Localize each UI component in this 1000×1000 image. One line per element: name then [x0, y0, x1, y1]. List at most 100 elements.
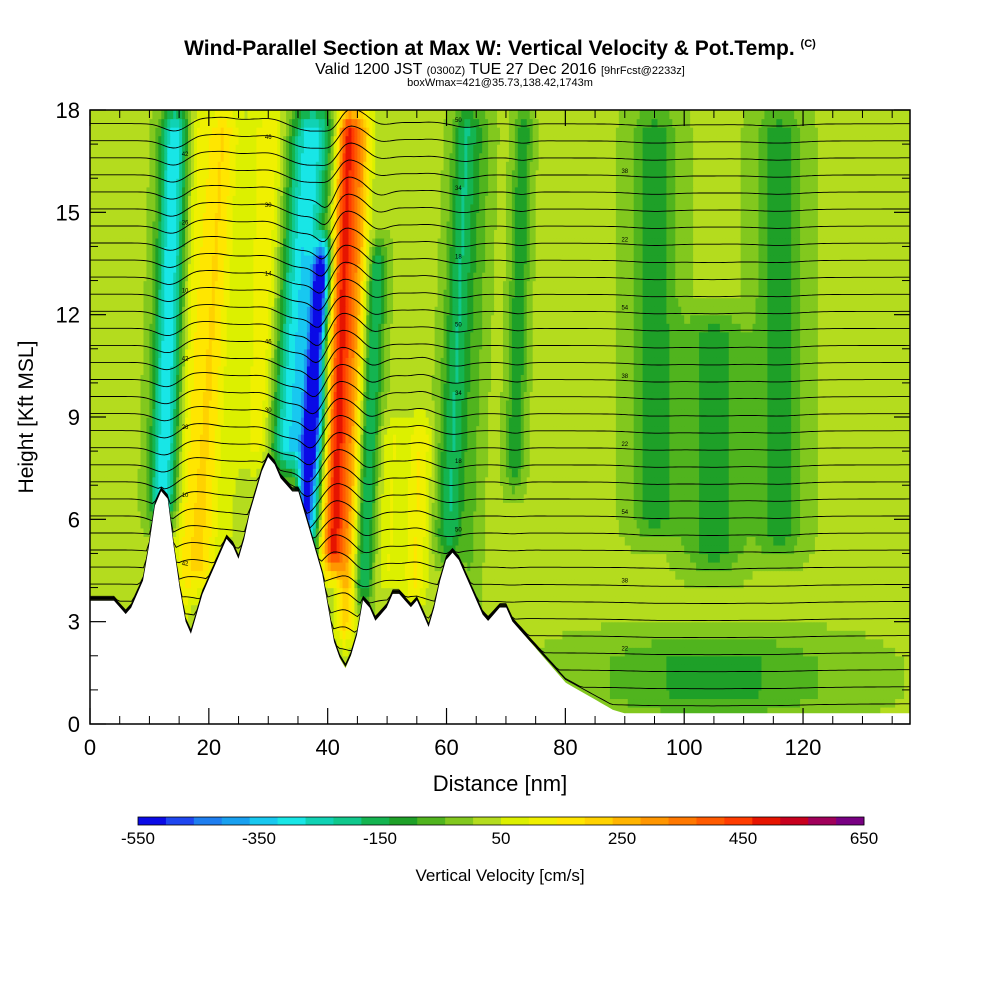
velocity-cell — [820, 638, 825, 648]
velocity-cell — [800, 655, 804, 665]
velocity-cell — [808, 579, 813, 589]
velocity-cell — [699, 613, 703, 623]
velocity-cell — [779, 596, 783, 606]
velocity-cell — [586, 672, 590, 682]
velocity-cell — [642, 587, 647, 597]
velocity-cell — [589, 689, 593, 700]
velocity-cell — [892, 698, 896, 708]
velocity-cell — [770, 706, 774, 717]
velocity-cell — [488, 570, 492, 580]
velocity-cell — [886, 647, 890, 657]
velocity-cell — [672, 689, 676, 700]
velocity-cell — [880, 681, 884, 691]
velocity-cell — [476, 579, 480, 589]
velocity-cell — [746, 647, 751, 657]
velocity-cell — [773, 570, 777, 580]
velocity-cell — [826, 613, 831, 623]
velocity-cell — [125, 570, 130, 580]
velocity-cell — [601, 698, 605, 708]
velocity-cell — [690, 689, 694, 700]
velocity-cell — [348, 613, 353, 623]
velocity-cell — [841, 647, 846, 657]
velocity-cell — [699, 638, 703, 648]
velocity-cell — [832, 655, 837, 665]
velocity-cell — [398, 579, 403, 589]
velocity-cell — [541, 587, 546, 597]
velocity-cell — [696, 621, 700, 631]
velocity-cell — [657, 664, 662, 674]
velocity-cell — [904, 587, 908, 597]
velocity-cell — [550, 579, 555, 589]
velocity-cell — [844, 689, 849, 700]
velocity-cell — [820, 664, 825, 674]
velocity-cell — [547, 621, 552, 631]
velocity-cell — [702, 638, 706, 648]
velocity-cell — [678, 579, 682, 589]
velocity-cell — [351, 621, 356, 631]
velocity-cell — [788, 698, 792, 708]
velocity-cell — [803, 681, 807, 691]
velocity-cell — [369, 596, 373, 606]
velocity-cell — [871, 664, 875, 674]
velocity-cell — [633, 689, 638, 700]
velocity-cell — [633, 706, 638, 717]
velocity-cell — [874, 647, 878, 657]
velocity-cell — [589, 570, 593, 580]
velocity-cell — [684, 638, 688, 648]
velocity-cell — [856, 664, 861, 674]
velocity-cell — [862, 570, 867, 580]
velocity-cell — [767, 621, 771, 631]
velocity-cell — [797, 621, 801, 631]
velocity-cell — [850, 706, 855, 717]
velocity-cell — [672, 655, 676, 665]
velocity-cell — [859, 664, 864, 674]
velocity-cell — [193, 604, 198, 614]
velocity-cell — [375, 570, 379, 580]
velocity-cell — [690, 638, 694, 648]
velocity-cell — [648, 596, 653, 606]
velocity-cell — [663, 664, 667, 674]
velocity-cell — [508, 579, 513, 589]
velocity-cell — [773, 579, 777, 589]
velocity-cell — [719, 596, 724, 606]
velocity-cell — [746, 579, 751, 589]
velocity-cell — [871, 706, 875, 717]
velocity-cell — [820, 647, 825, 657]
velocity-cell — [868, 706, 872, 717]
velocity-cell — [820, 698, 825, 708]
velocity-cell — [832, 672, 837, 682]
velocity-cell — [612, 672, 617, 682]
velocity-cell — [832, 706, 837, 717]
velocity-cell — [526, 587, 531, 597]
velocity-cell — [904, 638, 908, 648]
velocity-cell — [767, 681, 771, 691]
velocity-cell — [663, 647, 667, 657]
velocity-cell — [609, 681, 614, 691]
velocity-cell — [749, 672, 754, 682]
velocity-cell — [776, 630, 780, 640]
velocity-cell — [642, 647, 647, 657]
velocity-cell — [538, 630, 543, 640]
velocity-cell — [547, 630, 552, 640]
velocity-cell — [500, 587, 504, 597]
velocity-cell — [752, 698, 757, 708]
velocity-cell — [699, 604, 703, 614]
velocity-cell — [838, 613, 843, 623]
velocity-cell — [838, 587, 843, 597]
velocity-cell — [829, 630, 834, 640]
velocity-cell — [592, 604, 596, 614]
velocity-cell — [862, 689, 867, 700]
velocity-cell — [660, 587, 664, 597]
velocity-cell — [743, 613, 748, 623]
velocity-cell — [639, 638, 644, 648]
velocity-cell — [556, 638, 561, 648]
velocity-cell — [577, 621, 581, 631]
velocity-cell — [725, 613, 730, 623]
velocity-cell — [740, 681, 745, 691]
velocity-cell — [696, 698, 700, 708]
velocity-cell — [583, 647, 587, 657]
velocity-cell — [535, 638, 540, 648]
velocity-cell — [101, 587, 106, 597]
velocity-cell — [853, 706, 858, 717]
velocity-cell — [770, 579, 774, 589]
